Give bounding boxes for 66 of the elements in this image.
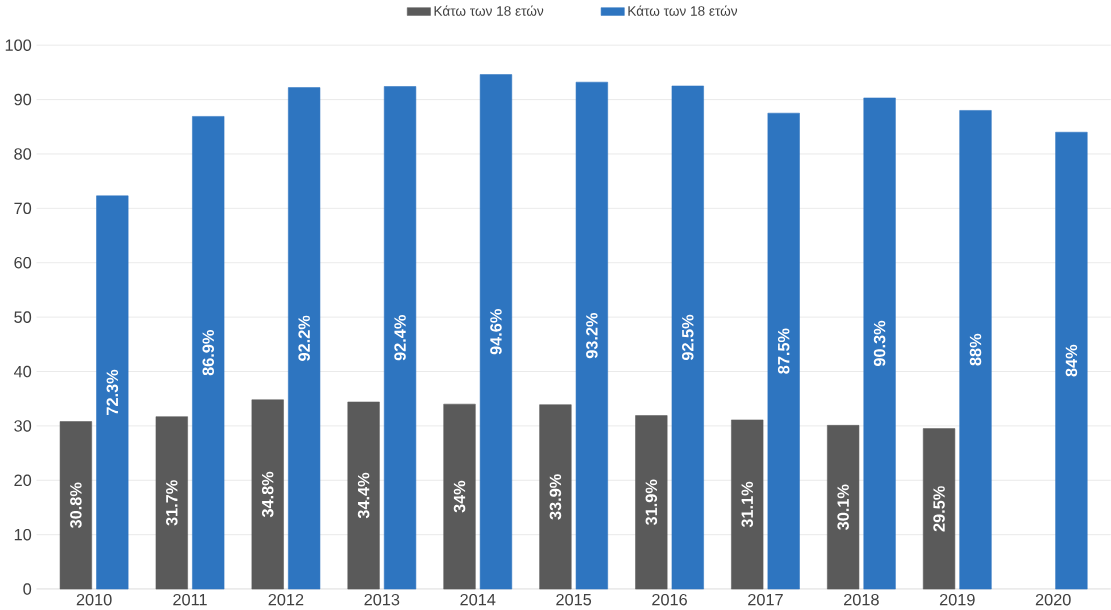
x-tick-label: 2014	[460, 593, 496, 606]
y-tick-label: 20	[14, 474, 32, 487]
bar	[731, 419, 764, 590]
bar	[251, 399, 284, 590]
y-tick-label: 40	[13, 365, 32, 378]
bar	[635, 415, 668, 590]
bar	[59, 421, 92, 590]
bar	[767, 112, 800, 590]
bar	[288, 87, 321, 590]
bar	[96, 195, 129, 590]
bar	[383, 86, 417, 590]
bar	[443, 403, 476, 590]
bar	[192, 116, 225, 590]
data-label: 34.4%	[357, 472, 370, 519]
bar	[827, 425, 860, 590]
bar	[479, 74, 513, 590]
data-label: 31.1%	[741, 481, 754, 528]
y-tick-label: 100	[5, 39, 32, 51]
data-label: 90.3%	[873, 320, 886, 367]
bar	[959, 110, 992, 590]
data-label: 92.5%	[682, 314, 694, 361]
bar	[539, 404, 572, 590]
data-label: 31.9%	[645, 479, 658, 526]
x-tick-label: 2020	[1035, 593, 1071, 606]
data-label: 31.7%	[166, 480, 178, 526]
data-label: 84%	[1065, 344, 1078, 377]
x-tick-label: 2013	[364, 593, 400, 606]
data-label: 88%	[969, 333, 982, 366]
data-label: 92.2%	[298, 315, 310, 361]
data-label: 92.4%	[394, 315, 406, 361]
y-tick-label: 0	[23, 583, 32, 595]
x-tick-label: 2010	[76, 593, 112, 606]
data-label: 33.9%	[549, 474, 562, 520]
y-tick-label: 30	[14, 420, 32, 432]
data-label: 72.3%	[106, 369, 119, 415]
bar	[922, 428, 956, 590]
y-tick-label: 10	[14, 528, 32, 541]
y-tick-label: 90	[14, 93, 32, 106]
legend-label: Κάτω των 18 ετών	[434, 5, 544, 16]
x-tick-label: 2018	[844, 593, 879, 606]
x-tick-label: 2011	[173, 593, 207, 606]
data-label: 30.8%	[70, 482, 82, 529]
data-label: 34.8%	[261, 471, 274, 518]
data-label: 34%	[453, 480, 466, 513]
x-tick-label: 2015	[556, 593, 592, 606]
data-label: 93.2%	[586, 312, 598, 359]
bar	[347, 401, 380, 590]
bar	[155, 416, 188, 590]
y-tick-label: 60	[14, 256, 32, 269]
x-tick-label: 2017	[748, 593, 783, 606]
data-label: 29.5%	[933, 486, 945, 532]
bar	[575, 81, 608, 590]
x-tick-label: 2012	[268, 593, 304, 606]
data-label: 87.5%	[777, 328, 790, 374]
y-tick-label: 80	[14, 148, 32, 160]
bar	[863, 97, 896, 590]
legend-label: Κάτω των 18 ετών	[628, 5, 738, 16]
y-tick-label: 50	[14, 311, 32, 323]
y-tick-label: 70	[14, 202, 32, 215]
data-label: 30.1%	[837, 484, 849, 530]
x-tick-label: 2016	[652, 593, 687, 606]
x-tick-label: 2019	[939, 593, 975, 606]
data-label: 94.6%	[490, 309, 502, 355]
bar	[1055, 131, 1088, 590]
bar	[671, 85, 704, 590]
data-label: 86.9%	[202, 330, 214, 376]
